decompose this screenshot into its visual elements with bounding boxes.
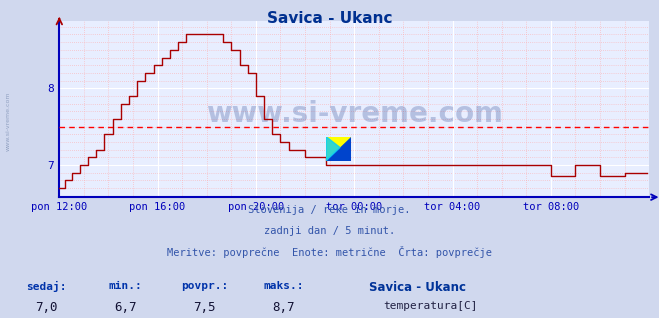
Text: 8,7: 8,7 (272, 301, 295, 314)
Text: www.si-vreme.com: www.si-vreme.com (206, 100, 503, 128)
Text: Savica - Ukanc: Savica - Ukanc (267, 11, 392, 26)
Text: 6,7: 6,7 (114, 301, 136, 314)
Text: maks.:: maks.: (263, 281, 304, 291)
Text: 7,0: 7,0 (35, 301, 57, 314)
Text: sedaj:: sedaj: (26, 281, 67, 293)
Text: zadnji dan / 5 minut.: zadnji dan / 5 minut. (264, 226, 395, 236)
Text: www.si-vreme.com: www.si-vreme.com (6, 91, 11, 151)
Text: Meritve: povprečne  Enote: metrične  Črta: povprečje: Meritve: povprečne Enote: metrične Črta:… (167, 246, 492, 259)
Polygon shape (326, 137, 340, 161)
Text: Savica - Ukanc: Savica - Ukanc (369, 281, 466, 294)
Polygon shape (326, 137, 351, 161)
Text: povpr.:: povpr.: (181, 281, 228, 291)
Text: min.:: min.: (108, 281, 142, 291)
Polygon shape (326, 137, 351, 161)
Text: temperatura[C]: temperatura[C] (384, 301, 478, 310)
Text: Slovenija / reke in morje.: Slovenija / reke in morje. (248, 205, 411, 215)
Text: 7,5: 7,5 (193, 301, 215, 314)
